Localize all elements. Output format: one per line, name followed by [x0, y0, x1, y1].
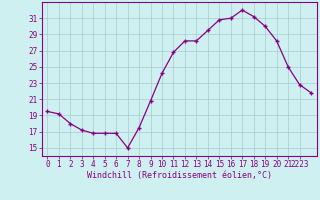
- X-axis label: Windchill (Refroidissement éolien,°C): Windchill (Refroidissement éolien,°C): [87, 171, 272, 180]
